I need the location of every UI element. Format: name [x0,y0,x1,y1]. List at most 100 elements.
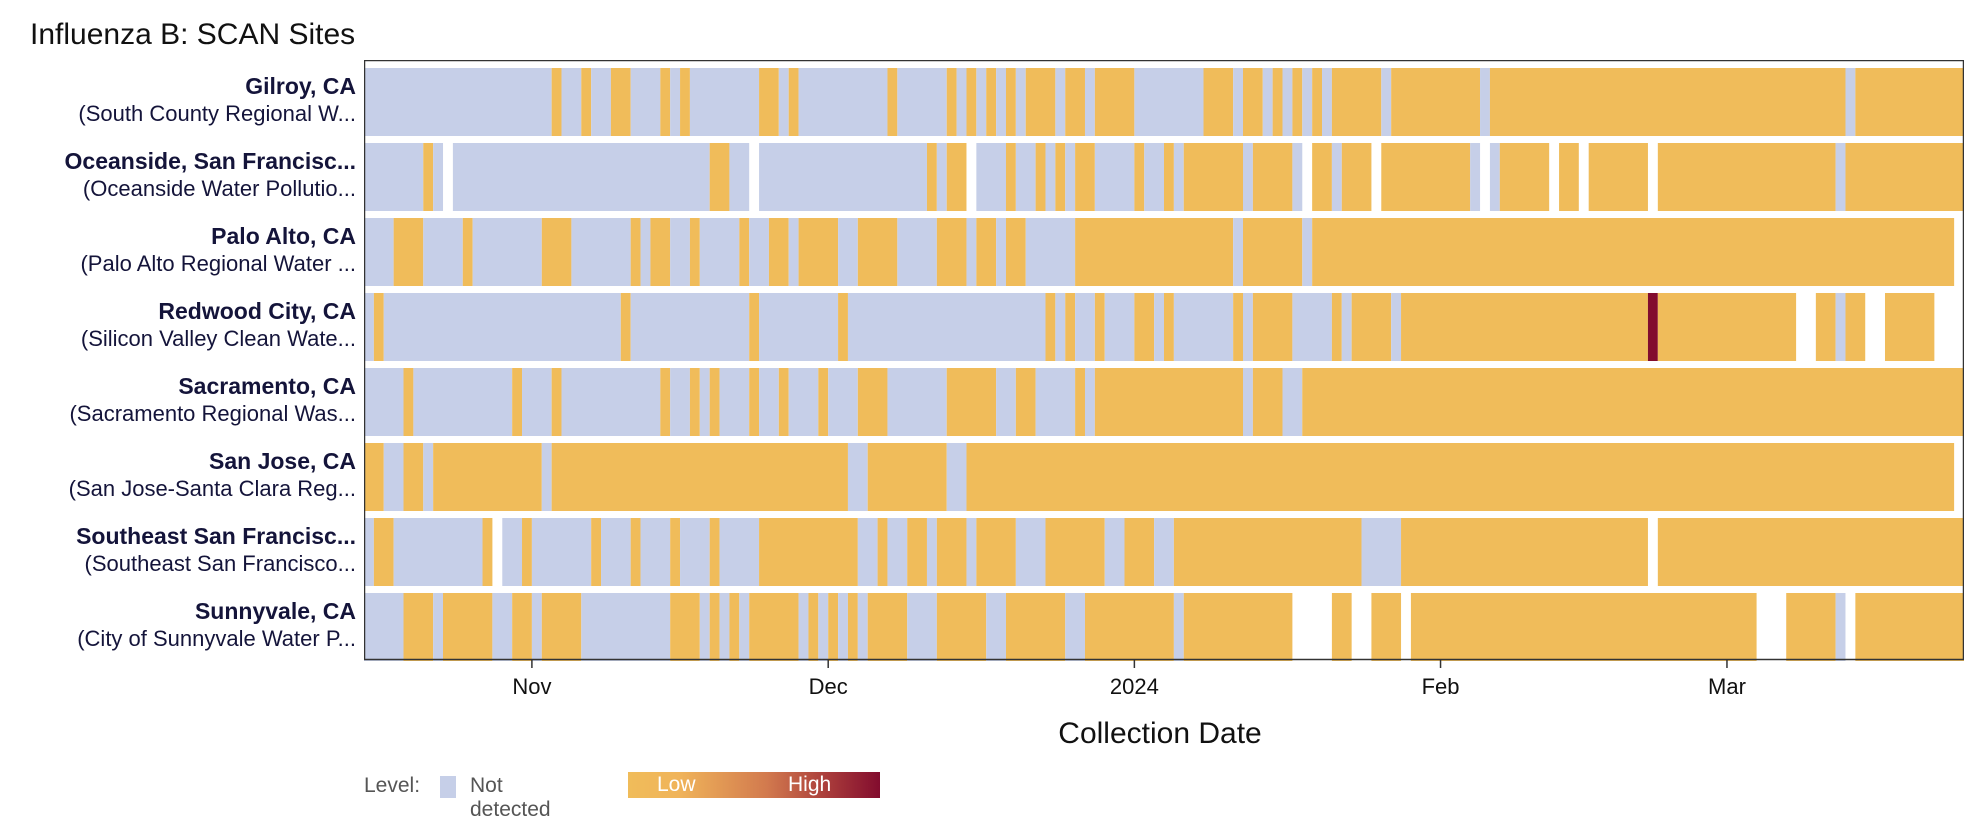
heatmap-cell [719,593,730,661]
heatmap-cell [1035,143,1046,211]
heatmap-cell [1084,368,1095,436]
legend-not-detected-label: Not detected [470,774,551,821]
heatmap-cell [591,68,611,136]
row-label-site: Southeast San Francisc... [76,523,356,549]
heatmap-cell [966,218,977,286]
heatmap-cell [680,68,690,136]
heatmap-cell [1075,218,1234,286]
heatmap-cell [739,593,750,661]
heatmap-cell [1005,593,1066,661]
heatmap-cell [393,218,424,286]
heatmap-cell [729,593,740,661]
heatmap-cell [1173,143,1184,211]
row-label: Southeast San Francisc... (Southeast San … [76,523,356,577]
heatmap-cell [828,593,839,661]
heatmap-cell [709,143,730,211]
heatmap-cell [996,368,1016,436]
heatmap-cell [670,368,690,436]
heatmap-cell [1410,593,1757,661]
heatmap-cell [996,218,1006,286]
heatmap-cell [1005,218,1026,286]
heatmap-cell [1084,593,1174,661]
heatmap-cell [1588,143,1648,211]
heatmap-cell [907,518,927,586]
heatmap-cell [828,368,858,436]
heatmap-cell [452,143,710,211]
heatmap-cell [1401,518,1648,586]
heatmap-cell [966,443,1955,511]
heatmap-cell [1480,68,1490,136]
heatmap-cell [1015,143,1036,211]
heatmap-cell [719,518,760,586]
heatmap-cell [1470,143,1481,211]
heatmap-cell [946,368,997,436]
legend-low-label: Low [657,773,696,796]
heatmap-cell [759,143,927,211]
row-label-plant: (Silicon Valley Clean Wate... [80,326,356,351]
heatmap-cell [887,68,898,136]
heatmap-cell [1243,368,1253,436]
heatmap-cell [926,143,937,211]
heatmap-cell [976,218,997,286]
heatmap-cell [857,368,888,436]
heatmap-cell [847,293,1046,361]
heatmap-cell [1084,68,1095,136]
row-label: San Jose, CA (San Jose-Santa Clara Reg... [69,448,356,502]
heatmap-cell [1262,68,1273,136]
heatmap-cell [739,218,750,286]
heatmap-cell [877,518,888,586]
row-label: Sunnyvale, CA (City of Sunnyvale Water P.… [77,598,356,652]
heatmap-cell [689,68,760,136]
heatmap-cell [1173,293,1234,361]
heatmap-cell [1055,293,1066,361]
heatmap-cell [689,218,700,286]
heatmap-cell [749,593,799,661]
heatmap-cell [1657,143,1836,211]
heatmap-cell [1845,143,1964,211]
heatmap-cell [956,68,967,136]
heatmap-cell [1855,68,1964,136]
heatmap-cell [551,368,562,436]
heatmap-cell [1786,593,1836,661]
heatmap-cell [1243,293,1253,361]
heatmap-cell [1154,518,1174,586]
heatmap-cell [976,518,1016,586]
heatmap-cell [709,368,720,436]
heatmap-cell [413,368,513,436]
heatmap-cell [364,293,374,361]
heatmap-cell [1312,143,1332,211]
row-label-site: San Jose, CA [209,448,356,474]
heatmap-cell [838,218,858,286]
row-label-plant: (Southeast San Francisco... [84,551,356,576]
heatmap-cell [838,593,848,661]
heatmap-cell [1272,68,1283,136]
heatmap-cell [1144,143,1164,211]
row-label-site: Oceanside, San Francisc... [64,148,356,174]
heatmap-cell [610,68,631,136]
heatmap-cell [522,518,532,586]
heatmap-cell [1855,593,1964,661]
heatmap-cell [640,218,651,286]
heatmap-cell [926,518,937,586]
heatmap-cell [670,518,681,586]
row-label: Gilroy, CA (South County Regional W... [78,73,356,127]
heatmap-cell [996,68,1006,136]
heatmap-cell [1391,68,1481,136]
heatmap-cell [1292,68,1303,136]
heatmap-cell [640,518,671,586]
legend-high-label: High [788,773,832,796]
heatmap-cell [936,593,987,661]
heatmap-cell [1055,68,1066,136]
heatmap-cell [1835,593,1846,661]
heatmap-cell [650,218,671,286]
legend-not-detected-swatch [440,776,456,798]
heatmap-cell [1015,368,1036,436]
heatmap-cell [1559,143,1579,211]
heatmap-cell [867,443,947,511]
plot-border [363,59,1965,661]
heatmap-cell [709,593,720,661]
heatmap-cell [1045,518,1105,586]
heatmap-cell [403,593,434,661]
heatmap-cell [1292,293,1332,361]
row-label-plant: (Palo Alto Regional Water ... [80,251,356,276]
